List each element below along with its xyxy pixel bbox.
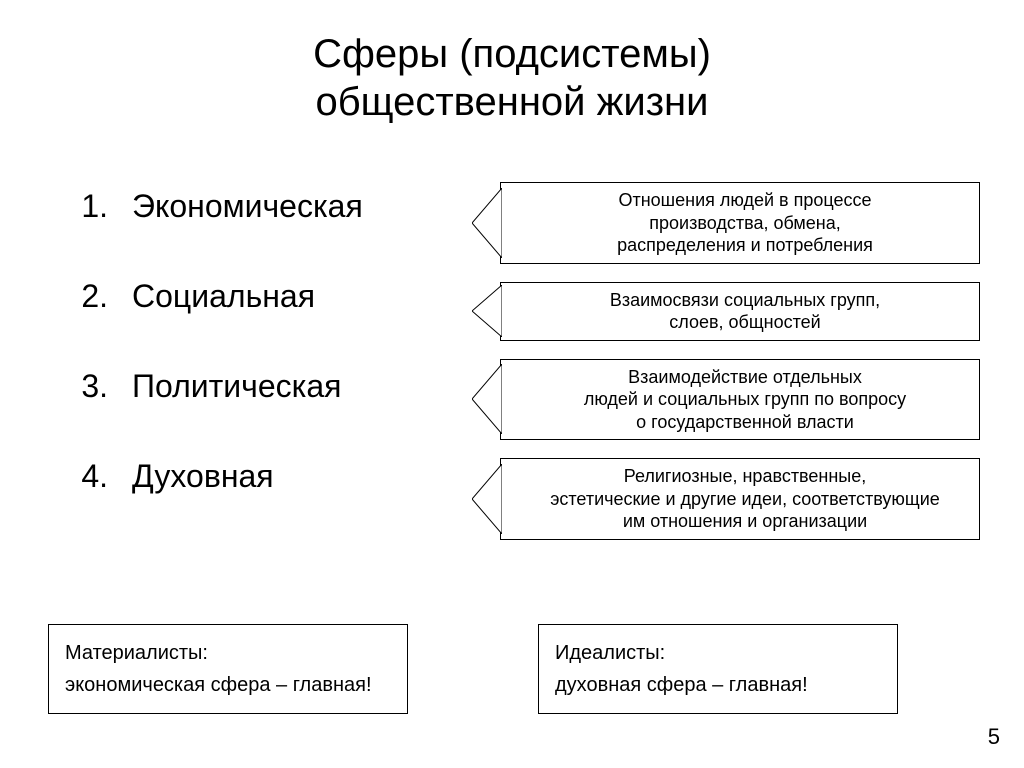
callout-line: Отношения людей в процессе: [618, 190, 871, 210]
list-label: Духовная: [132, 460, 274, 492]
arrow-left-icon: [472, 188, 502, 258]
slide-title: Сферы (подсистемы) общественной жизни: [0, 30, 1024, 126]
arrow-left-icon: [472, 364, 502, 434]
callout-line: эстетические и другие идеи, соответствую…: [550, 489, 940, 509]
callout-box: Взаимодействие отдельных людей и социаль…: [500, 359, 980, 441]
list-label: Политическая: [132, 370, 341, 402]
callout-economic: Отношения людей в процессе производства,…: [500, 182, 980, 264]
callout-line: людей и социальных групп по вопросу: [584, 389, 906, 409]
bottom-row: Материалисты: экономическая сфера – глав…: [48, 624, 898, 714]
callout-line: распределения и потребления: [617, 235, 873, 255]
callout-line: Религиозные, нравственные,: [624, 466, 867, 486]
bottom-line: духовная сфера – главная!: [555, 669, 881, 701]
list-number: 4.: [60, 460, 108, 492]
callout-political: Взаимодействие отдельных людей и социаль…: [500, 359, 980, 441]
list-label: Социальная: [132, 280, 315, 312]
list-item: 1. Экономическая: [60, 190, 363, 222]
arrow-left-icon: [472, 464, 502, 534]
slide: Сферы (подсистемы) общественной жизни 1.…: [0, 0, 1024, 768]
bottom-line: Материалисты:: [65, 637, 391, 669]
list-item: 4. Духовная: [60, 460, 363, 492]
arrow-left-icon: [472, 285, 502, 337]
page-number: 5: [988, 724, 1000, 750]
callout-stack: Отношения людей в процессе производства,…: [500, 182, 980, 558]
list-number: 1.: [60, 190, 108, 222]
callout-line: Взаимосвязи социальных групп,: [610, 290, 880, 310]
sphere-list: 1. Экономическая 2. Социальная 3. Полити…: [60, 190, 363, 550]
callout-line: производства, обмена,: [649, 213, 840, 233]
list-label: Экономическая: [132, 190, 363, 222]
idealists-box: Идеалисты: духовная сфера – главная!: [538, 624, 898, 714]
list-item: 2. Социальная: [60, 280, 363, 312]
bottom-line: Идеалисты:: [555, 637, 881, 669]
title-line-2: общественной жизни: [316, 80, 709, 124]
callout-spiritual: Религиозные, нравственные, эстетические …: [500, 458, 980, 540]
title-line-1: Сферы (подсистемы): [313, 32, 711, 76]
materialists-box: Материалисты: экономическая сфера – глав…: [48, 624, 408, 714]
callout-social: Взаимосвязи социальных групп, слоев, общ…: [500, 282, 980, 341]
callout-box: Взаимосвязи социальных групп, слоев, общ…: [500, 282, 980, 341]
callout-box: Отношения людей в процессе производства,…: [500, 182, 980, 264]
callout-line: о государственной власти: [636, 412, 854, 432]
callout-line: им отношения и организации: [623, 511, 867, 531]
callout-line: слоев, общностей: [669, 312, 820, 332]
callout-line: Взаимодействие отдельных: [628, 367, 862, 387]
callout-box: Религиозные, нравственные, эстетические …: [500, 458, 980, 540]
bottom-line: экономическая сфера – главная!: [65, 669, 391, 701]
list-item: 3. Политическая: [60, 370, 363, 402]
list-number: 3.: [60, 370, 108, 402]
list-number: 2.: [60, 280, 108, 312]
